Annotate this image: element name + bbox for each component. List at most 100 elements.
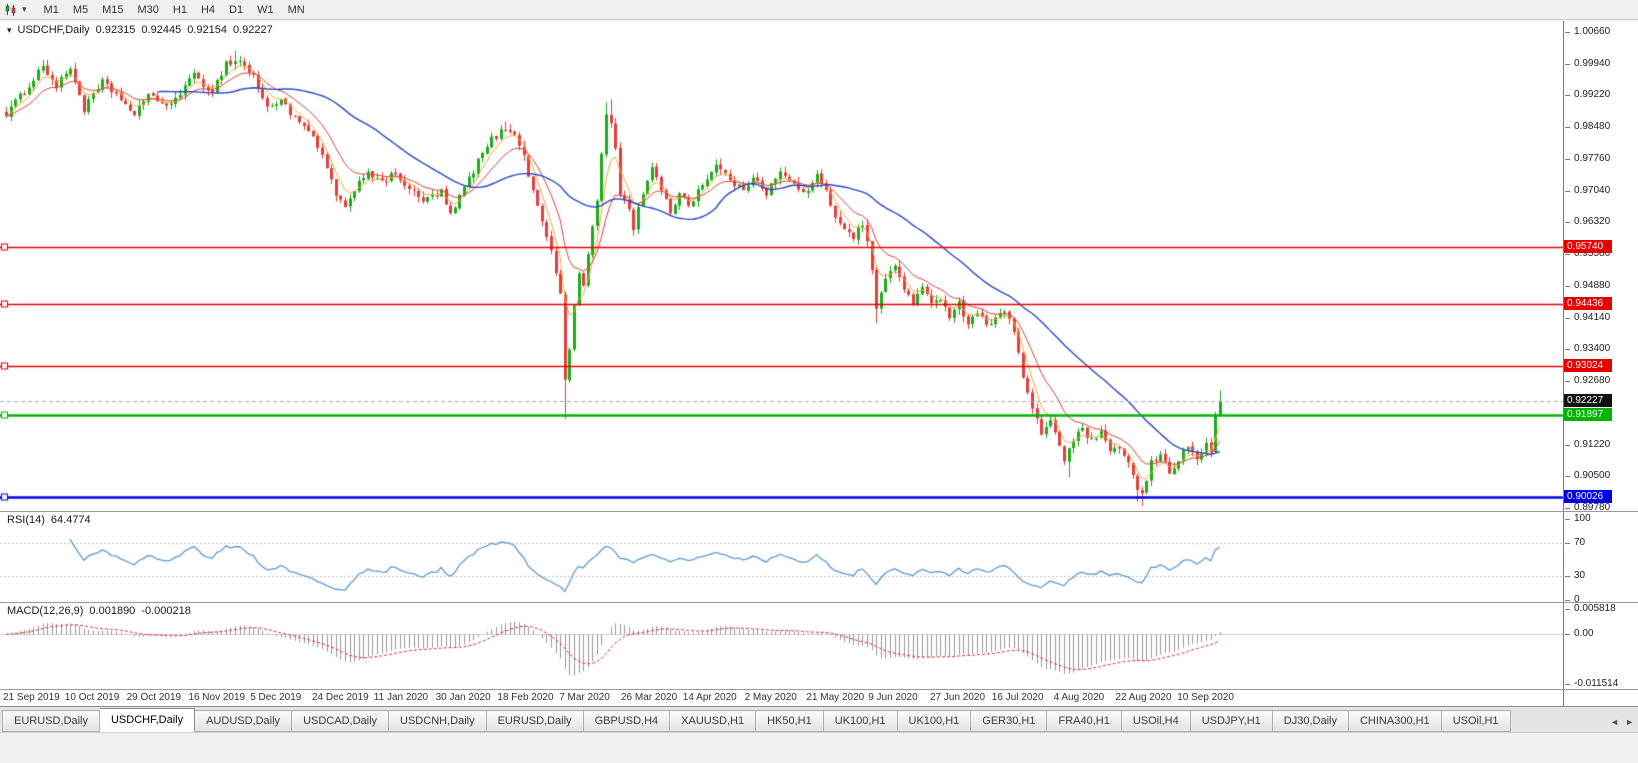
price-chart-canvas[interactable] bbox=[0, 21, 1563, 706]
level-price-badge: 0.94436 bbox=[1564, 297, 1612, 311]
price-axis-label: 0.97040 bbox=[1564, 184, 1611, 196]
chart-tab-china300-h1[interactable]: CHINA300,H1 bbox=[1348, 710, 1442, 732]
chart-tab-uk100-h1[interactable]: UK100,H1 bbox=[823, 710, 898, 732]
timeframe-button-w1[interactable]: W1 bbox=[257, 3, 274, 16]
timeframe-buttons: M1 M5 M15 M30 H1 H4 D1 W1 MN bbox=[37, 3, 312, 17]
price-axis-label: 0.96320 bbox=[1564, 216, 1611, 228]
price-axis-label: 0.90500 bbox=[1564, 470, 1611, 482]
macd-axis-label: -0.011514 bbox=[1564, 677, 1619, 689]
tab-scroll-left-icon[interactable]: ◄ bbox=[1610, 717, 1620, 727]
chart-tab-fra40-h1[interactable]: FRA40,H1 bbox=[1047, 710, 1122, 732]
date-axis-label: 2 May 2020 bbox=[744, 692, 797, 703]
chart-symbol-label: USDCHF,Daily bbox=[17, 24, 90, 36]
date-axis-label: 24 Dec 2019 bbox=[312, 692, 369, 703]
ohlc-low: 0.92154 bbox=[187, 24, 227, 36]
macd-main-value: 0.001890 bbox=[89, 605, 136, 617]
chart-tab-xauusd-h1[interactable]: XAUUSD,H1 bbox=[670, 710, 757, 732]
chart-tab-usdcad-daily[interactable]: USDCAD,Daily bbox=[292, 710, 390, 732]
price-axis-label: 0.97760 bbox=[1564, 152, 1611, 164]
chart-type-icon[interactable] bbox=[4, 3, 20, 17]
level-price-badge: 0.91897 bbox=[1564, 408, 1612, 422]
date-axis-label: 16 Jul 2020 bbox=[991, 692, 1044, 703]
chart-type-dropdown-icon[interactable]: ▾ bbox=[22, 4, 27, 14]
macd-axis-label: 0.00 bbox=[1564, 628, 1594, 640]
chart-tab-uk100-h1[interactable]: UK100,H1 bbox=[897, 710, 972, 732]
macd-header: MACD(12,26,9) 0.001890 -0.000218 bbox=[7, 605, 191, 617]
price-axis-label: 0.89780 bbox=[1564, 501, 1611, 513]
chart-title: ▾ USDCHF,Daily 0.92315 0.92445 0.92154 0… bbox=[7, 24, 273, 36]
chart-tab-usoil-h4[interactable]: USOil,H4 bbox=[1121, 710, 1191, 732]
chart-area: ▾ USDCHF,Daily 0.92315 0.92445 0.92154 0… bbox=[0, 21, 1638, 706]
price-axis-label: 0.93400 bbox=[1564, 343, 1611, 355]
ohlc-close: 0.92227 bbox=[232, 24, 273, 36]
timeframe-toolbar: ▾ M1 M5 M15 M30 H1 H4 D1 W1 MN bbox=[0, 0, 1638, 20]
chart-tab-hk50-h1[interactable]: HK50,H1 bbox=[756, 710, 824, 732]
price-axis-label: 0.99220 bbox=[1564, 89, 1611, 101]
date-axis-label: 29 Oct 2019 bbox=[126, 692, 182, 703]
price-axis-label: 1.00660 bbox=[1564, 26, 1611, 37]
date-axis-label: 10 Oct 2019 bbox=[64, 692, 120, 703]
date-axis-label: 18 Feb 2020 bbox=[497, 692, 554, 703]
timeframe-button-m30[interactable]: M30 bbox=[137, 3, 159, 16]
macd-axis-label: 0.005818 bbox=[1565, 603, 1616, 614]
date-axis-label: 26 Mar 2020 bbox=[621, 692, 678, 703]
date-axis-label: 10 Sep 2020 bbox=[1177, 692, 1234, 703]
chart-tab-usdjpy-h1[interactable]: USDJPY,H1 bbox=[1190, 710, 1273, 732]
date-axis-label: 21 Sep 2019 bbox=[3, 692, 60, 703]
date-axis-label: 5 Dec 2019 bbox=[250, 692, 302, 703]
ohlc-open: 0.92315 bbox=[95, 24, 136, 36]
rsi-label: RSI(14) bbox=[7, 514, 45, 526]
rsi-axis-label: 70 bbox=[1564, 537, 1586, 549]
date-axis-label: 4 Aug 2020 bbox=[1053, 692, 1105, 703]
macd-signal-value: -0.000218 bbox=[141, 605, 191, 617]
rsi-axis-label: 100 bbox=[1565, 513, 1591, 524]
price-axis-label: 0.91220 bbox=[1564, 438, 1611, 450]
pane-separator[interactable] bbox=[0, 602, 1638, 603]
date-axis-label: 30 Jan 2020 bbox=[435, 692, 491, 703]
price-axis-label: 0.98480 bbox=[1564, 121, 1611, 133]
macd-label: MACD(12,26,9) bbox=[7, 605, 84, 617]
timeframe-button-d1[interactable]: D1 bbox=[229, 3, 244, 16]
timeframe-button-mn[interactable]: MN bbox=[287, 3, 305, 16]
timeframe-button-m15[interactable]: M15 bbox=[102, 3, 124, 16]
timeframe-button-m5[interactable]: M5 bbox=[72, 3, 89, 16]
date-axis-label: 9 Jun 2020 bbox=[868, 692, 918, 703]
chart-menu-icon[interactable]: ▾ bbox=[7, 24, 12, 35]
rsi-axis-label: 0 bbox=[1565, 594, 1580, 605]
chart-tab-gbpusd-h4[interactable]: GBPUSD,H4 bbox=[583, 710, 671, 732]
chart-tab-usoil-h1[interactable]: USOil,H1 bbox=[1441, 710, 1511, 732]
level-price-badge: 0.95740 bbox=[1564, 240, 1612, 254]
date-axis-label: 16 Nov 2019 bbox=[188, 692, 246, 703]
chart-tab-eurusd-daily[interactable]: EURUSD,Daily bbox=[2, 710, 100, 732]
chart-tab-usdchf-daily[interactable]: USDCHF,Daily bbox=[99, 708, 196, 732]
rsi-value: 64.4774 bbox=[50, 514, 91, 526]
timeframe-button-h1[interactable]: H1 bbox=[172, 3, 187, 16]
tab-scroll-right-icon[interactable]: ► bbox=[1625, 717, 1634, 727]
price-axis[interactable]: 1.00660 0.99940 0.99220 0.98480 0.97760 0.970… bbox=[1563, 21, 1638, 706]
level-price-badge: 0.93024 bbox=[1564, 359, 1612, 373]
chart-tab-usdcnh-daily[interactable]: USDCNH,Daily bbox=[389, 710, 487, 732]
price-axis-label: 0.99940 bbox=[1564, 57, 1611, 69]
chart-tab-dj30-daily[interactable]: DJ30,Daily bbox=[1272, 710, 1349, 732]
date-axis-label: 21 May 2020 bbox=[806, 692, 865, 703]
price-axis-label: 0.92680 bbox=[1564, 375, 1611, 387]
pane-separator bbox=[0, 689, 1638, 690]
price-axis-label: 0.95580 bbox=[1564, 248, 1611, 260]
pane-separator[interactable] bbox=[0, 511, 1638, 512]
chart-tab-eurusd-daily[interactable]: EURUSD,Daily bbox=[486, 710, 584, 732]
date-axis-label: 27 Jun 2020 bbox=[930, 692, 986, 703]
chart-tab-audusd-daily[interactable]: AUDUSD,Daily bbox=[195, 710, 293, 732]
date-axis-label: 11 Jan 2020 bbox=[373, 692, 429, 703]
price-axis-label: 0.94140 bbox=[1564, 311, 1611, 323]
timeframe-button-m1[interactable]: M1 bbox=[43, 3, 59, 16]
chart-tab-ger30-h1[interactable]: GER30,H1 bbox=[971, 710, 1048, 732]
ohlc-high: 0.92445 bbox=[141, 24, 182, 36]
rsi-header: RSI(14) 64.4774 bbox=[7, 514, 91, 526]
timeframe-button-h4[interactable]: H4 bbox=[200, 3, 216, 16]
rsi-axis-label: 30 bbox=[1564, 569, 1586, 581]
date-axis-label: 22 Aug 2020 bbox=[1115, 692, 1172, 703]
date-axis-label: 7 Mar 2020 bbox=[559, 692, 610, 703]
level-price-badge: 0.90026 bbox=[1564, 490, 1612, 504]
date-axis-label: 14 Apr 2020 bbox=[682, 692, 737, 703]
